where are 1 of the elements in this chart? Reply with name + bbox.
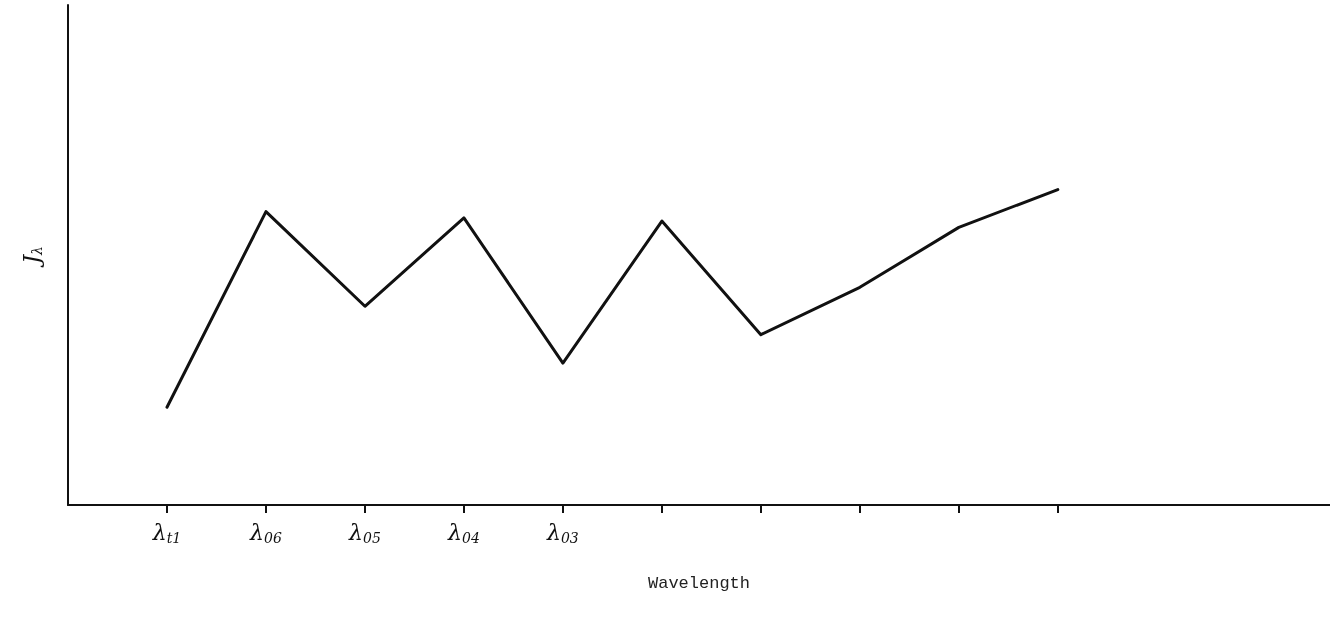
x-axis-title: Wavelength xyxy=(647,574,751,593)
